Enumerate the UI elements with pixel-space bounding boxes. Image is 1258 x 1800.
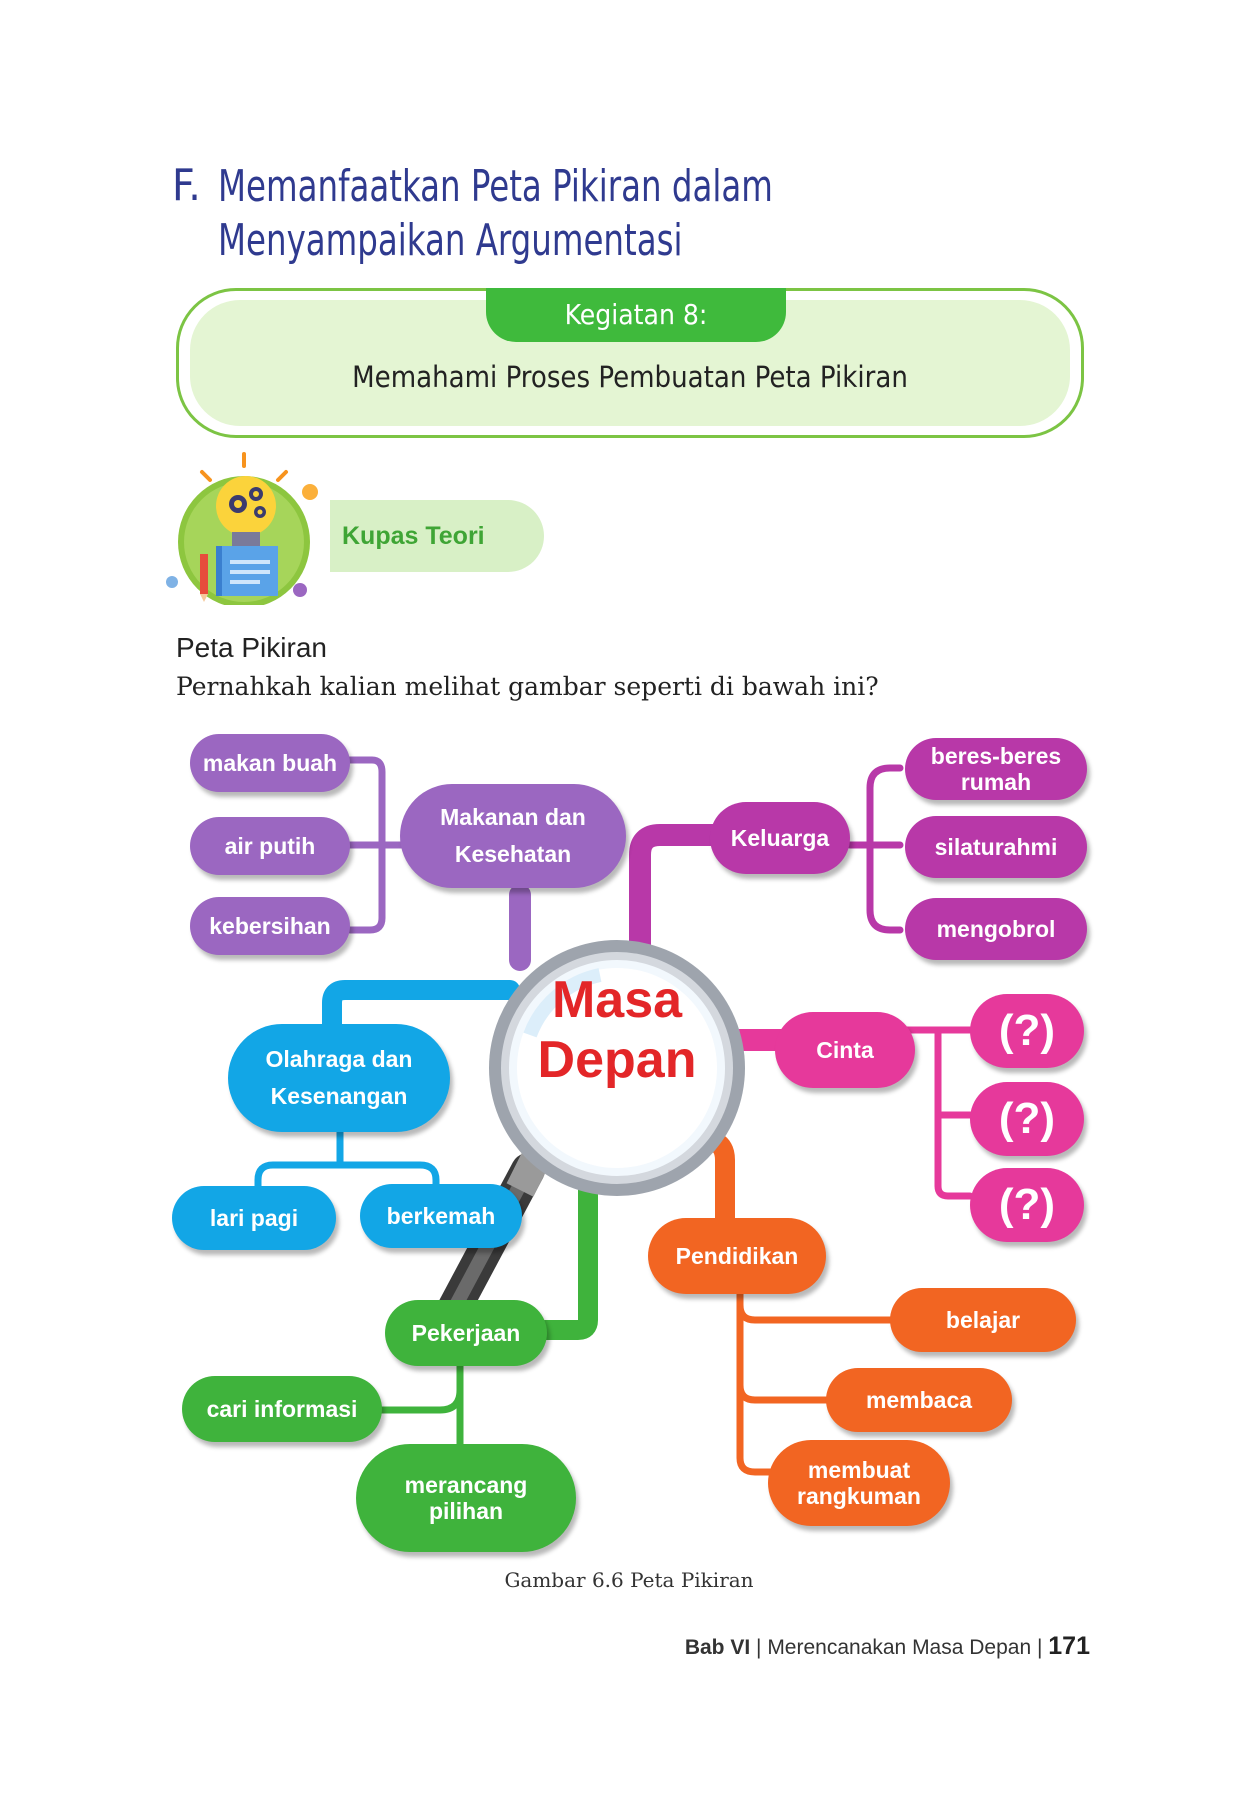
node-air-putih: air putih bbox=[190, 817, 350, 875]
node-beres-beres-rumah: beres-beres rumah bbox=[905, 738, 1087, 800]
node-makan-buah: makan buah bbox=[190, 734, 350, 792]
page-footer: Bab VI | Merencanakan Masa Depan | 171 bbox=[560, 1632, 1090, 1661]
activity-tab: Kegiatan 8: bbox=[486, 288, 786, 342]
node-keluarga: Keluarga bbox=[710, 802, 850, 874]
footer-title: Merencanakan Masa Depan bbox=[767, 1636, 1032, 1659]
page-number: 171 bbox=[1048, 1632, 1090, 1660]
node-berkemah: berkemah bbox=[360, 1184, 522, 1248]
kupas-teori-badge bbox=[330, 500, 544, 572]
node-pendidikan: Pendidikan bbox=[648, 1218, 826, 1294]
section-title: Memanfaatkan Peta Pikiran dalam Menyampa… bbox=[218, 161, 773, 266]
node-cari-informasi: cari informasi bbox=[182, 1376, 382, 1442]
node-belajar: belajar bbox=[890, 1288, 1076, 1352]
node-olahraga-kesenangan: Olahraga dan Kesenangan bbox=[228, 1024, 450, 1132]
node-cinta-unknown-2: (?) bbox=[970, 1082, 1084, 1156]
node-mengobrol: mengobrol bbox=[905, 898, 1087, 960]
node-makanan-kesehatan: Makanan dan Kesehatan bbox=[400, 784, 626, 888]
node-cinta-unknown-1: (?) bbox=[970, 994, 1084, 1068]
peta-pikiran-question: Pernahkah kalian melihat gambar seperti … bbox=[176, 672, 879, 701]
node-pekerjaan: Pekerjaan bbox=[385, 1300, 547, 1366]
node-cinta: Cinta bbox=[775, 1012, 915, 1088]
footer-chapter: Bab VI bbox=[684, 1636, 751, 1659]
node-membaca: membaca bbox=[826, 1368, 1012, 1432]
figure-caption: Gambar 6.6 Peta Pikiran bbox=[504, 1568, 754, 1592]
footer-separator-1: | bbox=[756, 1636, 768, 1659]
center-word-2: Depan bbox=[537, 1031, 697, 1089]
center-word-1: Masa bbox=[551, 971, 683, 1029]
node-silaturahmi: silaturahmi bbox=[905, 816, 1087, 878]
node-cinta-unknown-3: (?) bbox=[970, 1168, 1084, 1242]
activity-subtitle: Memahami Proses Pembuatan Peta Pikiran bbox=[352, 360, 908, 394]
node-merancang-pilihan: merancang pilihan bbox=[356, 1444, 576, 1552]
kupas-teori-label: Kupas Teori bbox=[342, 522, 485, 550]
mindmap-center: Masa Depan bbox=[512, 970, 722, 1090]
peta-pikiran-heading: Peta Pikiran bbox=[176, 632, 327, 663]
node-lari-pagi: lari pagi bbox=[172, 1186, 336, 1250]
footer-separator-2: | bbox=[1036, 1636, 1049, 1659]
node-membuat-rangkuman: membuat rangkuman bbox=[768, 1440, 950, 1526]
node-kebersihan: kebersihan bbox=[190, 897, 350, 955]
lightbulb-book-icon bbox=[166, 452, 318, 605]
section-letter: F. bbox=[172, 160, 202, 211]
